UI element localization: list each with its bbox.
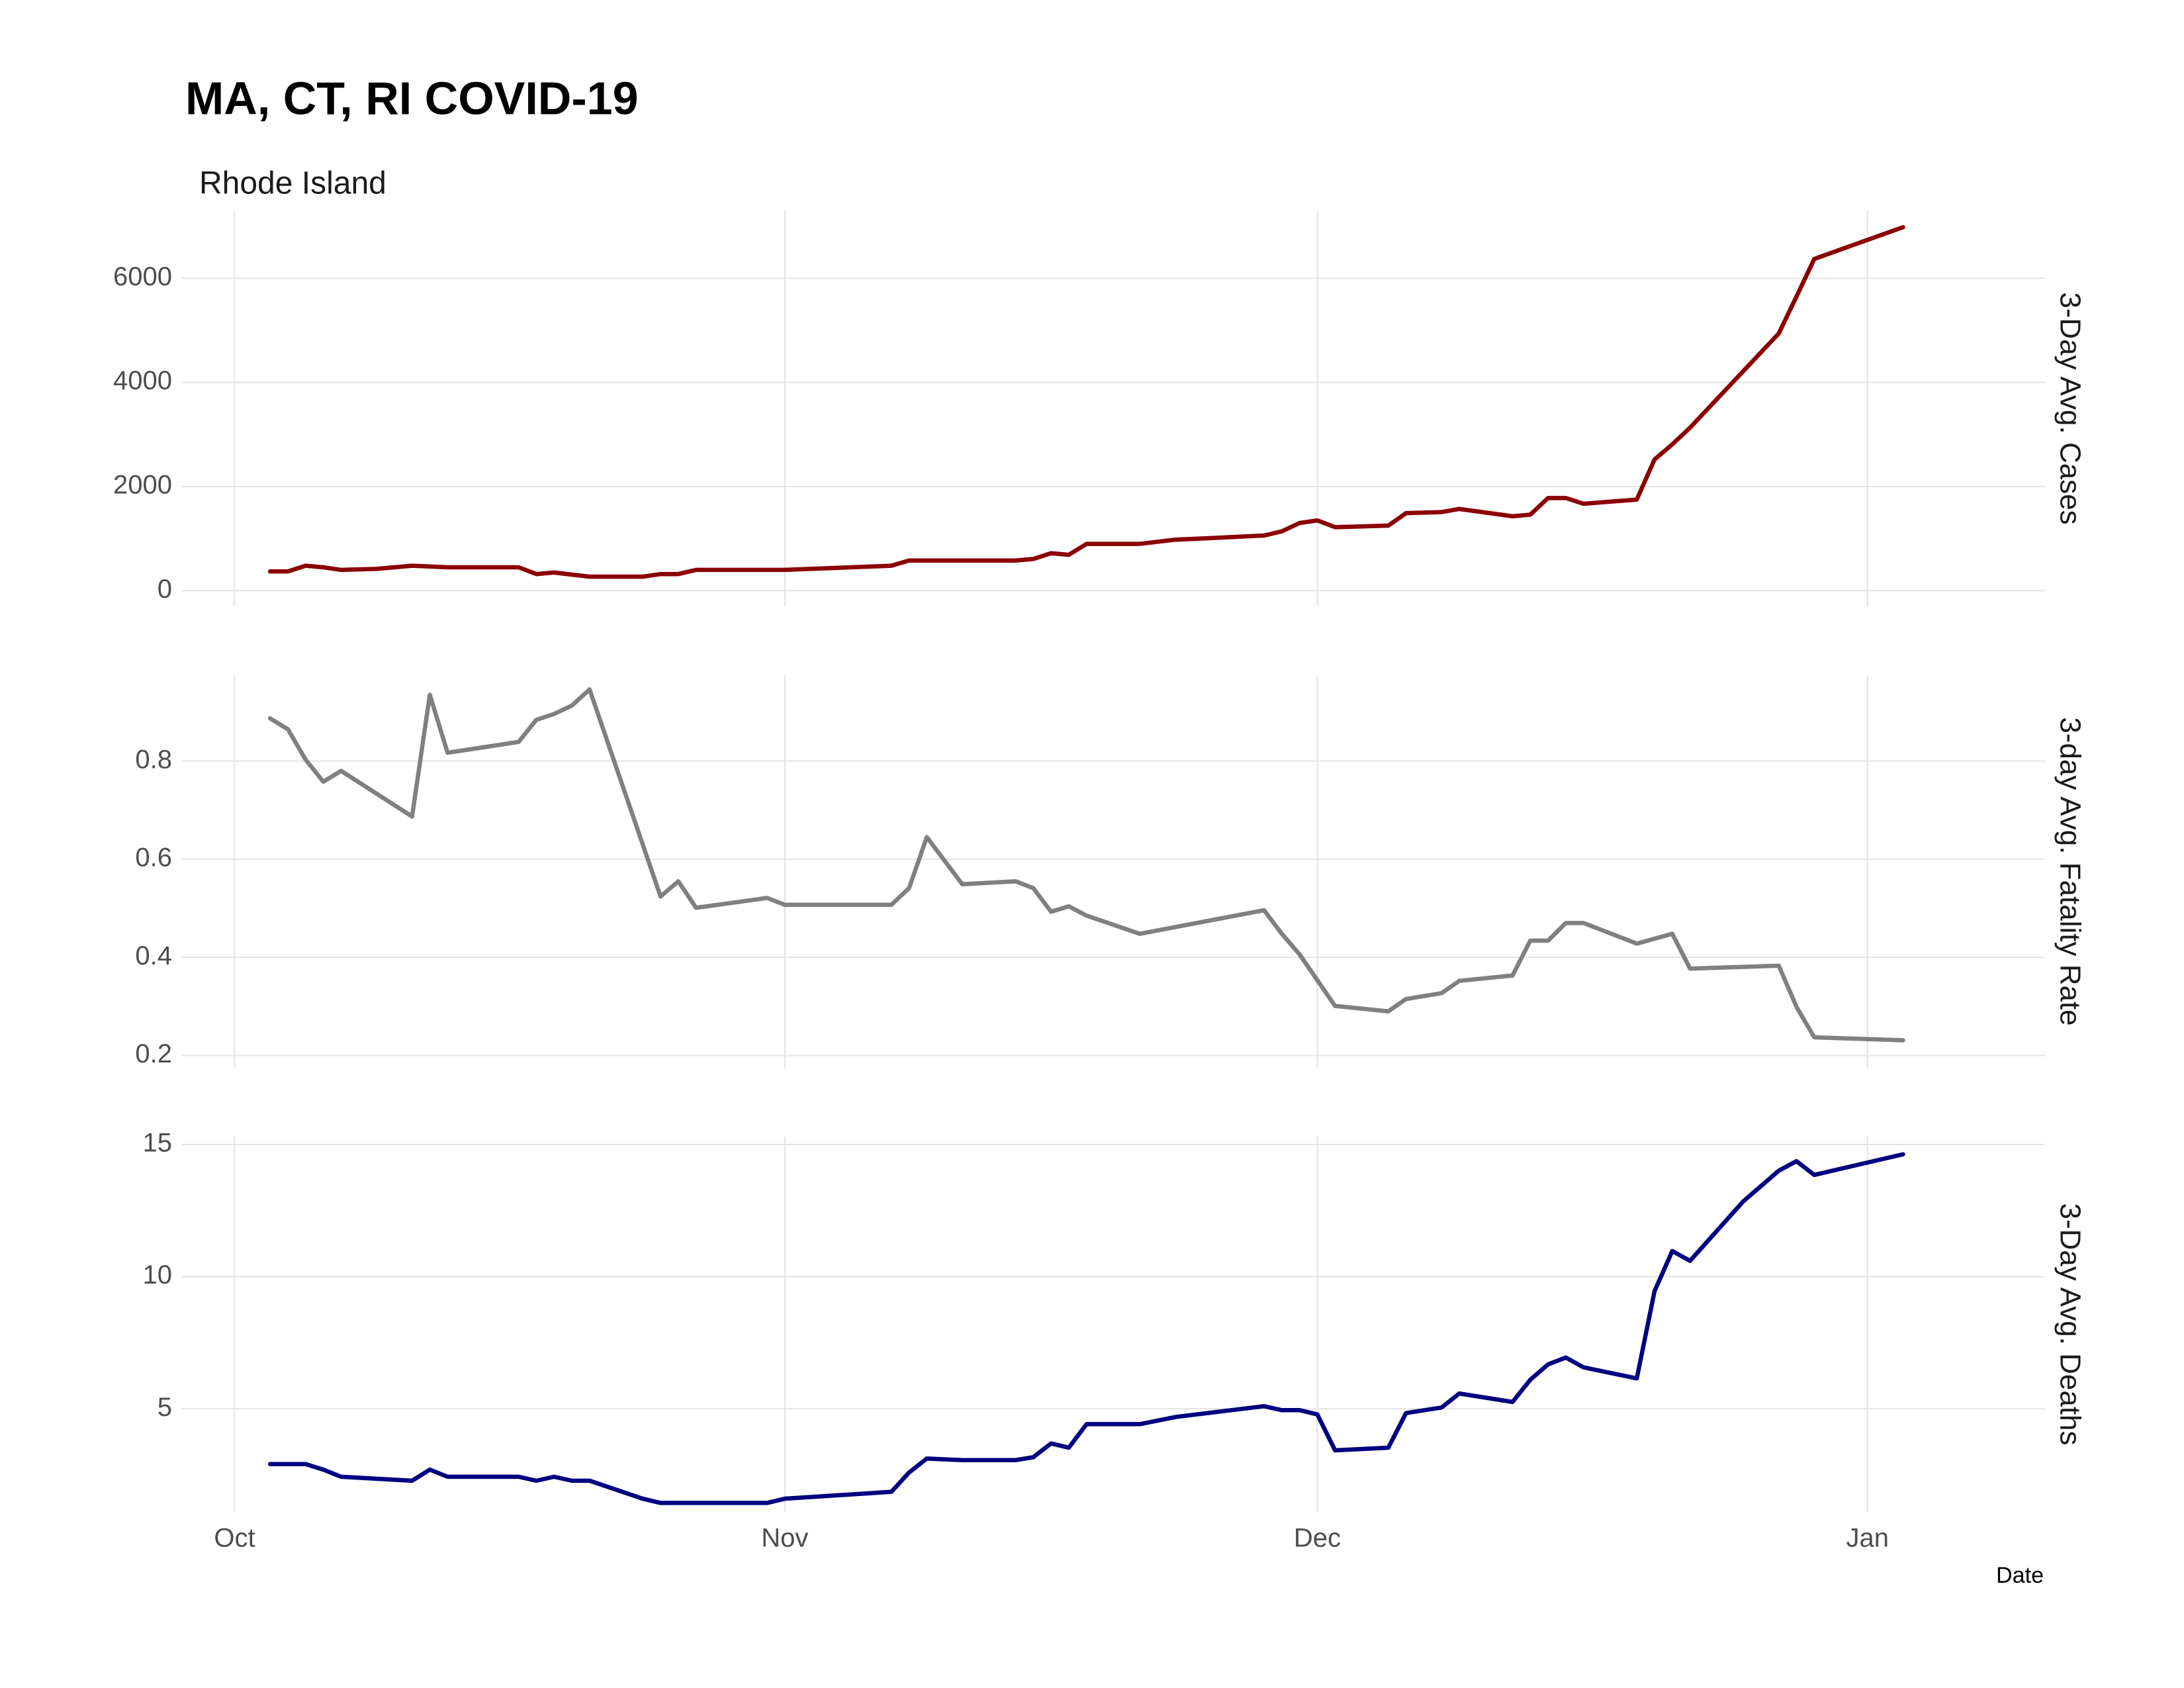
x-tick-label: Nov	[761, 1524, 808, 1553]
y-tick-label: 6000	[113, 262, 172, 291]
chart-subtitle: Rhode Island	[199, 166, 387, 201]
y-tick-label: 2000	[113, 471, 172, 500]
series-line	[267, 224, 1905, 579]
chart-title: MA, CT, RI COVID-19	[185, 72, 639, 124]
y-tick-label: 0.8	[135, 745, 172, 774]
y-tick-label: 0.4	[135, 941, 172, 970]
x-tick-label: Jan	[1846, 1524, 1889, 1553]
facet-label: 3-Day Avg. Deaths	[2054, 1203, 2086, 1445]
y-tick-label: 0.6	[135, 843, 172, 872]
y-tick-label: 15	[143, 1129, 173, 1158]
facet-label: 3-Day Avg. Cases	[2054, 292, 2086, 524]
facet-label: 3-day Avg. Fatality Rate	[2054, 717, 2086, 1025]
y-tick-label: 10	[143, 1260, 173, 1289]
x-axis-label: Date	[1996, 1563, 2044, 1588]
series-line	[267, 687, 1905, 1043]
series-line	[267, 1152, 1905, 1505]
y-tick-label: 0.2	[135, 1039, 172, 1068]
x-tick-label: Dec	[1294, 1524, 1341, 1553]
y-tick-label: 5	[158, 1393, 172, 1422]
x-tick-label: Oct	[214, 1524, 255, 1553]
y-tick-label: 0	[158, 575, 172, 604]
y-tick-label: 4000	[113, 366, 172, 395]
